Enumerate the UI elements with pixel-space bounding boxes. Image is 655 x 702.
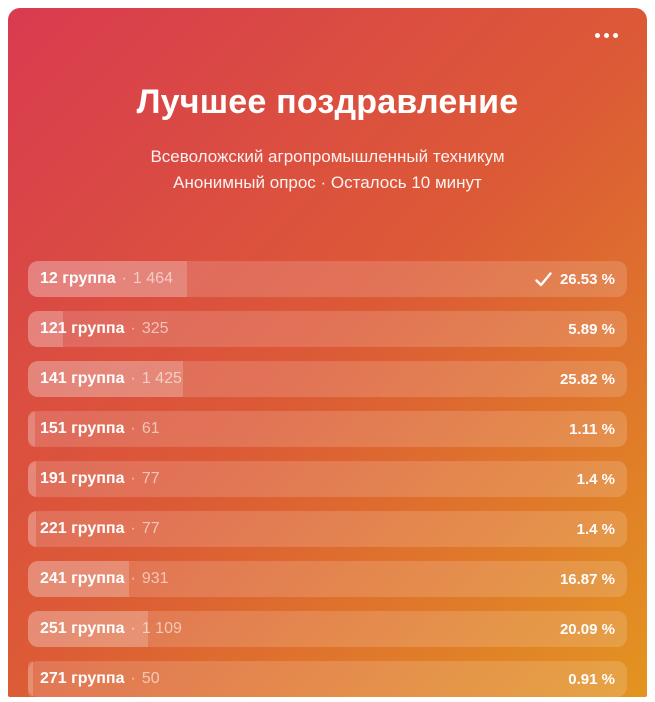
option-percent: 20.09 % (559, 620, 615, 638)
option-separator: · (130, 420, 136, 437)
option-percent: 5.89 % (568, 320, 615, 338)
poll-title: Лучшее поздравление (136, 83, 519, 121)
option-progress-fill (28, 311, 64, 347)
poll-option[interactable]: 121 группа · 325 5.89 % (28, 311, 627, 347)
option-separator: · (121, 270, 127, 287)
poll-option[interactable]: 12 группа · 1 464 26.53 % (28, 261, 627, 297)
option-label: 191 группа (40, 470, 125, 487)
option-content: 141 группа · 1 425 25.82 % (28, 361, 627, 397)
option-progress-fill (28, 561, 130, 597)
poll-option[interactable]: 221 группа · 77 1.4 % (28, 511, 627, 547)
ellipsis-icon (613, 33, 618, 38)
poll-option[interactable]: 141 группа · 1 425 25.82 % (28, 361, 627, 397)
option-progress-fill (28, 661, 34, 697)
option-separator: · (130, 370, 136, 387)
option-content: 121 группа · 325 5.89 % (28, 311, 627, 347)
option-votes: 77 (141, 470, 160, 487)
poll-option[interactable]: 271 группа · 50 0.91 % (28, 661, 627, 697)
option-progress-fill (28, 361, 183, 397)
option-votes: 50 (141, 670, 160, 687)
option-content: 271 группа · 50 0.91 % (28, 661, 627, 697)
ellipsis-icon (595, 33, 600, 38)
option-label: 251 группа (40, 620, 125, 637)
option-label: 271 группа (40, 670, 125, 687)
option-content: 251 группа · 1 109 20.09 % (28, 611, 627, 647)
option-content: 191 группа · 77 1.4 % (28, 461, 627, 497)
option-separator: · (130, 520, 136, 537)
option-progress-fill (28, 411, 35, 447)
option-content: 12 группа · 1 464 26.53 % (28, 261, 627, 297)
option-progress-fill (28, 511, 37, 547)
option-percent: 1.4 % (576, 520, 615, 538)
option-votes: 77 (141, 520, 160, 537)
option-separator: · (130, 320, 136, 337)
poll-header: Лучшее поздравление Всеволожский агропро… (8, 82, 647, 196)
poll-option[interactable]: 191 группа · 77 1.4 % (28, 461, 627, 497)
option-label: 141 группа (40, 370, 125, 387)
option-label: 221 группа (40, 520, 125, 537)
poll-meta: Анонимный опрос · Осталось 10 минут (173, 173, 482, 192)
option-content: 221 группа · 77 1.4 % (28, 511, 627, 547)
option-percent: 25.82 % (559, 370, 615, 388)
poll-option[interactable]: 251 группа · 1 109 20.09 % (28, 611, 627, 647)
option-label: 12 группа (40, 270, 116, 287)
option-percent: 1.4 % (576, 470, 615, 488)
poll-options: 12 группа · 1 464 26.53 % 121 группа · 3… (28, 261, 627, 697)
check-icon (535, 271, 552, 286)
option-votes: 61 (141, 420, 160, 437)
option-votes: 1 425 (141, 370, 182, 387)
option-votes: 1 464 (132, 270, 173, 287)
option-percent: 26.53 % (559, 270, 615, 288)
option-progress-fill (28, 261, 187, 297)
option-votes: 1 109 (141, 620, 182, 637)
poll-option[interactable]: 151 группа · 61 1.11 % (28, 411, 627, 447)
poll-subtitle: Всеволожский агропромышленный техникум (150, 147, 505, 166)
option-separator: · (130, 470, 136, 487)
option-votes: 325 (141, 320, 169, 337)
ellipsis-icon (604, 33, 609, 38)
option-progress-fill (28, 461, 37, 497)
option-content: 151 группа · 61 1.11 % (28, 411, 627, 447)
option-percent: 1.11 % (569, 420, 615, 438)
option-separator: · (130, 620, 136, 637)
poll-card: Лучшее поздравление Всеволожский агропро… (8, 8, 647, 697)
poll-option[interactable]: 241 группа · 931 16.87 % (28, 561, 627, 597)
option-label: 241 группа (40, 570, 125, 587)
option-progress-fill (28, 611, 149, 647)
option-percent: 0.91 % (568, 670, 615, 688)
option-label: 121 группа (40, 320, 125, 337)
poll-menu-button[interactable] (589, 27, 624, 44)
option-votes: 931 (141, 570, 169, 587)
option-separator: · (130, 570, 136, 587)
option-content: 241 группа · 931 16.87 % (28, 561, 627, 597)
option-separator: · (130, 670, 136, 687)
option-label: 151 группа (40, 420, 125, 437)
option-percent: 16.87 % (559, 570, 615, 588)
